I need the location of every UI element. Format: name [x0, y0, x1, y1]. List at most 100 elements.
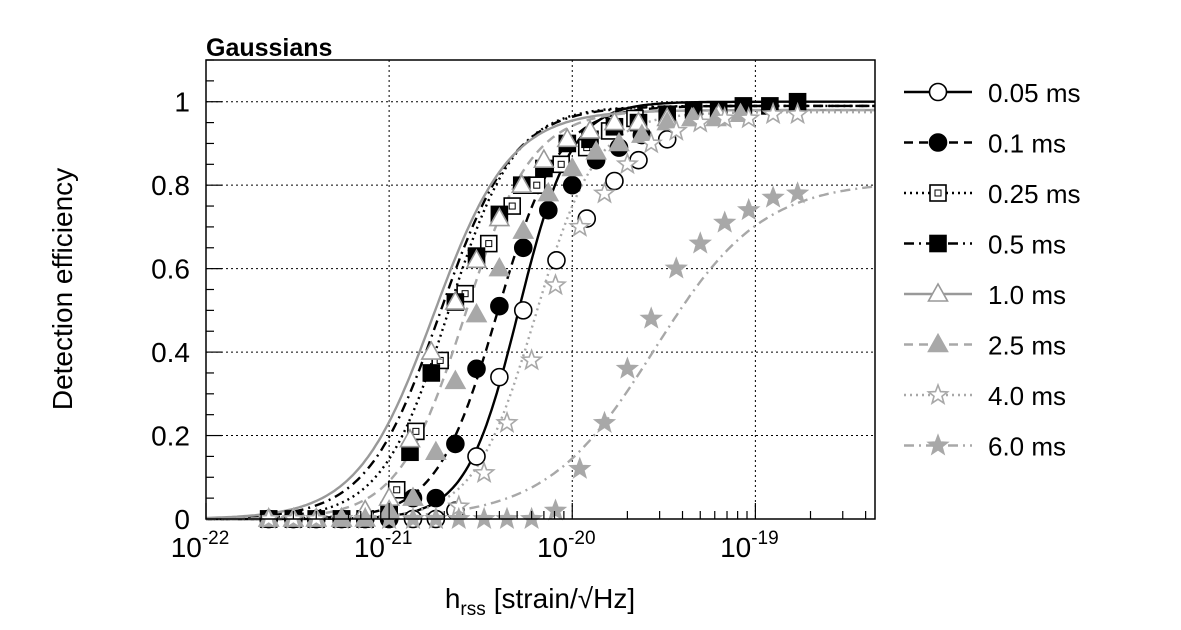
- data-point-s5-p8: [444, 369, 467, 390]
- data-point-s4-p13: [556, 127, 579, 148]
- legend-label-3: 0.5 ms: [988, 230, 1066, 260]
- data-point-s7-p16: [713, 210, 737, 233]
- data-point-s7-p10: [568, 456, 592, 479]
- legend-marker-6: [926, 382, 950, 405]
- data-point-s6-p14: [592, 181, 617, 204]
- legend-label-1: 0.1 ms: [988, 129, 1066, 159]
- data-point-s1-p13: [562, 175, 582, 195]
- y-axis-label: Detection efficiency: [47, 168, 78, 410]
- data-point-s7-p12: [615, 356, 640, 379]
- x-tick-base: 10: [537, 532, 568, 563]
- legend-marker-0: [928, 82, 948, 102]
- data-point-s1-p7: [426, 488, 446, 508]
- x-tick-base: 10: [354, 532, 385, 563]
- data-point-s6-p12: [543, 273, 568, 296]
- y-tick-label-5: 1: [174, 87, 190, 118]
- data-point-s7-p11: [592, 410, 617, 433]
- data-point-s5-p16: [631, 123, 653, 143]
- data-point-s0-p11: [513, 301, 533, 320]
- legend-marker-2: [929, 184, 947, 202]
- data-point-s6-p19: [713, 106, 737, 129]
- x-axis-label-unit: [strain/√Hz]: [494, 583, 635, 614]
- data-point-s6-p18: [688, 110, 712, 133]
- data-point-s1-p9: [467, 359, 486, 379]
- data-point-s5-p13: [561, 156, 584, 177]
- x-tick-label-2: 10-20: [537, 528, 596, 563]
- data-point-s2-p13-inner: [557, 160, 565, 168]
- data-point-s7-p18: [761, 185, 785, 208]
- data-point-s4-p10: [488, 206, 511, 227]
- data-point-s7-p6: [472, 506, 496, 529]
- data-point-s2-p10-inner: [485, 240, 493, 248]
- data-point-s6-p20: [737, 106, 761, 129]
- data-point-s7-p1: [353, 506, 377, 529]
- data-point-s7-p19: [785, 181, 810, 204]
- x-tick-exp: -19: [751, 528, 778, 549]
- x-tick-exp: -22: [202, 528, 229, 549]
- data-point-s2-p6-inner: [393, 486, 401, 494]
- legend-label-2: 0.25 ms: [988, 179, 1081, 209]
- data-point-s6-p9: [472, 460, 496, 484]
- x-tick-exp: -20: [568, 528, 595, 549]
- legend-label-4: 1.0 ms: [988, 280, 1066, 310]
- x-axis-label-base: h: [445, 583, 461, 614]
- data-point-s3-p7-box: [422, 364, 441, 382]
- data-point-s6-p17: [664, 118, 688, 141]
- data-point-s7-p9: [543, 498, 568, 521]
- data-point-s0-p15: [629, 150, 648, 170]
- data-point-s4-p15: [603, 110, 626, 131]
- data-point-s6-p21: [761, 101, 785, 125]
- plot-frame: [205, 59, 876, 520]
- data-point-s0-p9: [467, 447, 486, 466]
- legend-label-7: 6.0 ms: [988, 432, 1066, 462]
- grid: [206, 60, 875, 519]
- data-point-s7-p13: [639, 306, 663, 329]
- legend-marker-5: [927, 332, 949, 353]
- data-point-s5-p15: [608, 131, 630, 152]
- legend-marker-4: [927, 282, 949, 302]
- legend-label-0: 0.05 ms: [988, 78, 1081, 108]
- y-tick-label-1: 0.2: [151, 421, 190, 452]
- data-point-s0-p12: [547, 250, 566, 270]
- y-tick-label-2: 0.4: [151, 337, 190, 368]
- chart-title: Gaussians: [206, 34, 332, 62]
- data-point-s0-p14: [605, 171, 624, 191]
- data-point-s6-p22: [785, 101, 810, 125]
- data-point-s4-p6: [399, 428, 421, 448]
- y-tick-label-3: 0.6: [151, 254, 190, 285]
- y-tick-label-0: 0: [174, 504, 190, 535]
- data-point-s5-p10: [488, 256, 511, 277]
- data-point-s6-p11: [519, 348, 544, 371]
- x-tick-label-3: 10-19: [720, 528, 779, 563]
- x-tick-label-0: 10-22: [171, 528, 230, 563]
- data-point-s5-p11: [512, 219, 535, 239]
- legend: 0.05 ms 0.1 ms 0.25 ms 0.5 ms 1.0 ms 2.5 ms 4.…: [904, 78, 1081, 462]
- data-point-s4-p11: [510, 173, 533, 193]
- legend-marker-2-box: [929, 184, 947, 202]
- legend-label-5: 2.5 ms: [988, 331, 1066, 361]
- data-point-s1-p12: [539, 200, 558, 220]
- data-point-s3-p7: [422, 364, 441, 382]
- data-point-s4-p14: [579, 119, 601, 139]
- x-tick-exp: -21: [385, 528, 412, 549]
- data-point-s1-p10: [490, 296, 509, 316]
- data-point-s5-p9: [465, 302, 488, 323]
- legend-marker-2-inner: [934, 189, 942, 197]
- data-point-s2-p11-inner: [508, 202, 516, 210]
- data-point-s4-p7: [420, 340, 443, 360]
- x-tick-base: 10: [171, 532, 202, 563]
- x-tick-label-1: 10-21: [354, 528, 413, 563]
- data-point-s2-p11: [503, 197, 522, 215]
- data-point-s5-p7: [425, 440, 447, 461]
- x-tick-base: 10: [720, 532, 751, 563]
- data-point-s6-p15: [615, 152, 640, 175]
- data-point-s6-p10: [495, 410, 519, 433]
- data-point-s7-p4: [424, 506, 448, 529]
- y-tick-label-4: 0.8: [151, 170, 190, 201]
- data-point-s5-p12: [537, 181, 560, 202]
- legend-marker-1: [928, 133, 948, 152]
- data-point-s7-p7: [495, 506, 519, 529]
- data-point-s1-p8: [446, 434, 465, 454]
